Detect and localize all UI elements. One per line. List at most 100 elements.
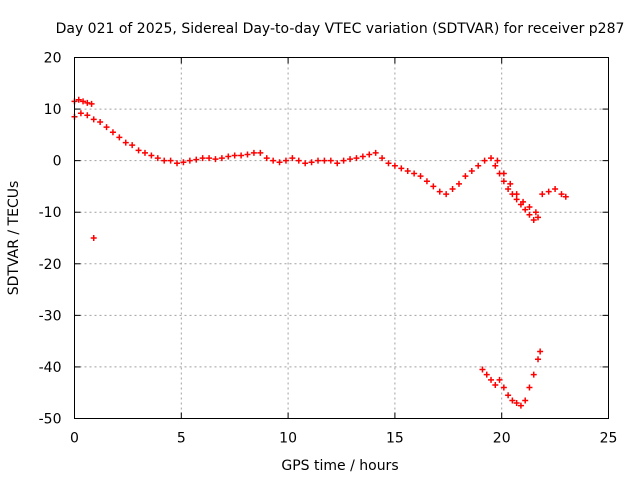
series-group xyxy=(71,110,569,216)
data-point xyxy=(84,99,91,106)
data-point xyxy=(430,183,437,190)
data-point xyxy=(88,100,95,107)
data-point xyxy=(539,191,546,198)
data-point xyxy=(276,159,283,166)
data-point xyxy=(522,206,529,213)
data-point xyxy=(327,157,334,164)
data-point xyxy=(103,124,110,131)
data-point xyxy=(505,392,512,399)
data-point xyxy=(84,112,91,119)
y-tick-label: 0 xyxy=(53,154,62,170)
data-point xyxy=(455,180,462,187)
data-point xyxy=(500,384,507,391)
data-point xyxy=(492,381,499,388)
y-tick-label: -10 xyxy=(39,205,62,221)
series-group xyxy=(479,348,544,409)
data-point xyxy=(148,152,155,159)
data-point xyxy=(302,160,309,167)
data-point xyxy=(109,129,116,136)
x-tick-label: 25 xyxy=(600,431,618,447)
data-point xyxy=(193,156,200,163)
series-group xyxy=(71,96,542,223)
y-tick-label: -50 xyxy=(39,412,62,428)
data-point xyxy=(462,173,469,180)
data-point xyxy=(244,151,251,158)
data-point xyxy=(513,400,520,407)
data-point xyxy=(90,235,97,241)
data-point xyxy=(225,153,232,160)
data-point xyxy=(174,160,181,167)
data-point xyxy=(481,157,488,164)
data-point xyxy=(443,191,450,198)
y-axis-label: SDTVAR / TECUs xyxy=(6,181,22,296)
data-point xyxy=(391,162,398,169)
data-point xyxy=(558,191,565,198)
data-point xyxy=(321,157,328,164)
y-tick-label: -20 xyxy=(39,257,62,273)
data-point xyxy=(509,397,516,404)
data-point xyxy=(80,98,87,105)
grid xyxy=(74,57,609,419)
data-point xyxy=(552,186,559,193)
data-point xyxy=(532,209,539,216)
data-point xyxy=(263,155,270,162)
data-point xyxy=(77,110,84,117)
data-point xyxy=(282,157,289,164)
data-point xyxy=(535,214,542,221)
data-point xyxy=(496,170,503,177)
data-point xyxy=(530,371,537,378)
data-point xyxy=(423,178,430,185)
data-point xyxy=(315,157,322,164)
data-point xyxy=(398,165,405,172)
data-point xyxy=(167,157,174,164)
data-point xyxy=(218,155,225,162)
data-point xyxy=(353,155,360,162)
data-point xyxy=(537,348,544,355)
data-point xyxy=(535,356,542,363)
data-point xyxy=(475,162,482,169)
x-tick-label: 5 xyxy=(177,431,186,447)
data-point xyxy=(522,397,529,404)
data-point xyxy=(505,186,512,193)
plot-frame xyxy=(74,57,609,419)
data-point xyxy=(250,149,257,156)
data-point xyxy=(562,193,569,200)
data-point xyxy=(366,151,373,158)
data-point xyxy=(161,157,168,164)
data-point xyxy=(295,157,302,164)
data-point xyxy=(154,155,161,162)
data-point xyxy=(500,178,507,185)
data-point xyxy=(238,152,245,159)
series-group xyxy=(90,235,97,241)
data-point xyxy=(545,188,552,195)
data-point xyxy=(199,155,206,162)
data-point xyxy=(270,157,277,164)
data-point xyxy=(379,155,386,162)
y-tick-label: 10 xyxy=(44,102,62,118)
data-point xyxy=(483,371,490,378)
data-point xyxy=(530,216,537,223)
data-point xyxy=(488,376,495,383)
x-axis-label: GPS time / hours xyxy=(281,458,398,474)
data-point xyxy=(308,159,315,166)
x-tick-label: 10 xyxy=(279,431,297,447)
data-point xyxy=(526,384,533,391)
data-point xyxy=(212,156,219,163)
data-point xyxy=(347,156,354,163)
data-point xyxy=(488,155,495,162)
y-tick-label: -30 xyxy=(39,308,62,324)
data-point xyxy=(449,186,456,193)
data-point xyxy=(479,366,486,373)
data-point xyxy=(180,159,187,166)
data-point xyxy=(359,153,366,160)
data-point xyxy=(492,162,499,169)
data-point xyxy=(135,147,142,154)
data-point xyxy=(97,118,104,125)
y-tick-label: 20 xyxy=(44,51,62,67)
data-point xyxy=(186,157,193,164)
data-point xyxy=(231,152,238,159)
data-point xyxy=(116,134,123,141)
data-point xyxy=(129,142,136,149)
data-point xyxy=(206,155,213,162)
